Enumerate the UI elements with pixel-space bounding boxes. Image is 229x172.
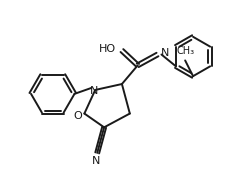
Text: N: N bbox=[92, 156, 100, 166]
Text: O: O bbox=[73, 111, 82, 121]
Text: CH₃: CH₃ bbox=[175, 46, 193, 56]
Text: HO: HO bbox=[98, 44, 115, 54]
Text: N: N bbox=[90, 86, 98, 96]
Text: N: N bbox=[160, 47, 168, 58]
